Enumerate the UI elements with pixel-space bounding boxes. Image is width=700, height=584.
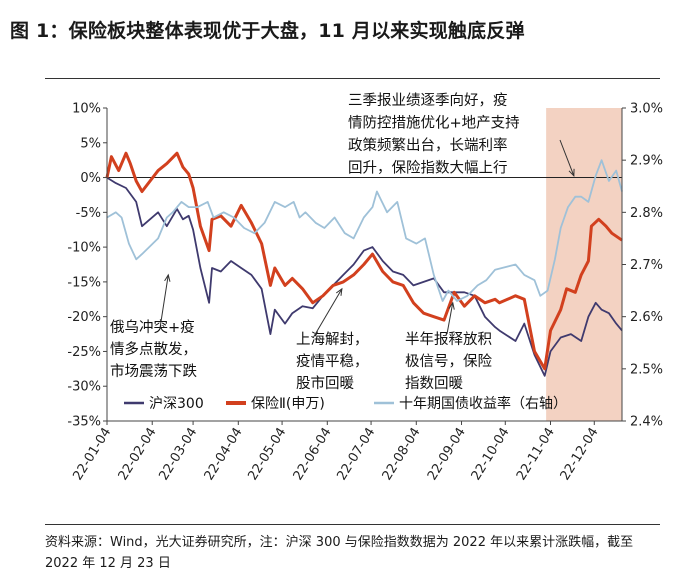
x-tick-label: 22-05-04 — [245, 425, 289, 483]
annotation-line: 回升，保险指数大幅上行 — [348, 160, 508, 177]
x-tick-label: 22-11-04 — [514, 425, 558, 483]
annotation-line: 极信号，保险 — [405, 353, 492, 370]
x-tick-label: 22-03-04 — [156, 425, 200, 483]
x-tick-label: 22-07-04 — [334, 425, 378, 483]
source-note: 资料来源：Wind，光大证券研究所，注：沪深 300 与保险指数数据为 2022… — [45, 535, 634, 571]
annotation-line: 疫情平稳， — [296, 353, 369, 370]
series-line-2 — [105, 151, 623, 371]
annotation-line: 三季报业绩逐季向好，疫 — [348, 92, 508, 109]
left-tick-label: 0% — [80, 171, 101, 186]
left-tick-label: -25% — [67, 345, 101, 360]
annotation-arrowhead — [568, 168, 575, 178]
x-tick-label: 22-08-04 — [380, 425, 424, 483]
annotation-line: 上海解封， — [296, 331, 369, 348]
right-tick-label: 2.7% — [630, 258, 663, 273]
annotation-line: 市场震荡下跌 — [110, 363, 197, 380]
legend-label: 沪深300 — [149, 396, 204, 412]
annotation-line: 政策频繁出台，长端利率 — [348, 137, 508, 154]
highlight-band — [546, 108, 622, 421]
annotation-text: 三季报业绩逐季向好，疫情防控措施优化+地产支持政策频繁出台，长端利率回升，保险指… — [348, 92, 520, 177]
annotation-arrow — [446, 302, 454, 335]
right-tick-label: 3.0% — [630, 102, 663, 117]
figure-title: 图 1：保险板块整体表现优于大盘，11 月以来实现触底反弹 — [10, 20, 525, 42]
annotation-line: 股市回暖 — [296, 375, 354, 392]
x-tick-label: 22-12-04 — [558, 425, 602, 483]
annotation-line: 情多点散发， — [110, 341, 197, 358]
right-tick-label: 2.8% — [630, 206, 663, 221]
right-tick-label: 2.4% — [630, 415, 663, 430]
x-tick-label: 22-10-04 — [469, 425, 513, 483]
series-line-3 — [106, 159, 623, 302]
top-rule — [45, 78, 660, 79]
right-tick-label: 2.9% — [630, 154, 663, 169]
x-tick-label: 22-04-04 — [202, 425, 246, 483]
left-tick-label: -15% — [67, 275, 101, 290]
left-tick-label: -30% — [67, 380, 101, 395]
bottom-rule — [45, 524, 660, 525]
series-line-1 — [106, 176, 623, 377]
x-tick-label: 22-09-04 — [425, 425, 469, 483]
left-tick-label: 5% — [80, 136, 101, 151]
annotation-text: 俄乌冲突+疫情多点散发， 市场震荡下跌 — [110, 319, 197, 380]
left-tick-label: -20% — [67, 310, 101, 325]
right-tick-label: 2.6% — [630, 310, 663, 325]
legend-label: 十年期国债收益率（右轴） — [399, 395, 567, 412]
annotation-line: 半年报释放积 — [405, 331, 492, 348]
left-tick-label: 10% — [72, 102, 101, 117]
x-tick-label: 22-02-04 — [116, 425, 160, 483]
annotation-text: 上海解封， 疫情平稳， 股市回暖 — [296, 331, 369, 392]
legend-label: 保险Ⅱ(申万) — [251, 396, 325, 412]
left-tick-label: -10% — [67, 241, 101, 256]
annotation-line: 指数回暖 — [405, 375, 463, 392]
annotation-arrow — [312, 288, 343, 339]
annotation-arrowhead — [164, 273, 171, 282]
annotation-arrowhead — [335, 287, 343, 296]
right-tick-label: 2.5% — [630, 362, 663, 377]
annotation-arrowhead — [448, 301, 455, 310]
left-tick-label: -35% — [67, 415, 101, 430]
annotation-arrow — [559, 139, 575, 176]
annotation-text: 半年报释放积极信号，保险指数回暖 — [405, 331, 492, 392]
x-tick-label: 22-06-04 — [291, 425, 335, 483]
x-tick-label: 22-01-04 — [70, 425, 114, 483]
annotation-line: 俄乌冲突+疫 — [110, 319, 195, 336]
left-tick-label: -5% — [76, 206, 101, 221]
line-chart: 10% 5% 0% -5% -10% -15% -20% -25% -30% -35% 3.0% 2.… — [67, 92, 663, 483]
annotation-arrow — [159, 274, 169, 329]
annotation-line: 情防控措施优化+地产支持 — [348, 115, 520, 132]
